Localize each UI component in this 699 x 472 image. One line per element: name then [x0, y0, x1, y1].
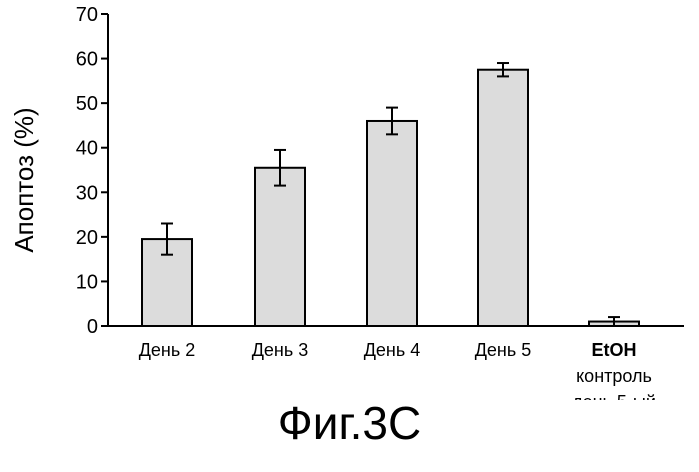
x-tick-sublabel: контроль — [576, 366, 652, 386]
x-tick-label: День 4 — [364, 340, 421, 360]
bar — [255, 168, 305, 326]
bars-group — [142, 63, 639, 326]
y-tick-label: 70 — [76, 4, 98, 26]
bar — [367, 121, 417, 326]
y-tick-label: 60 — [76, 49, 98, 71]
x-axis-labels: День 2День 3День 4День 5EtOHконтрольдень… — [139, 340, 656, 400]
y-tick-label: 30 — [76, 182, 98, 204]
x-tick-label: День 5 — [475, 340, 532, 360]
y-tick-label: 50 — [76, 93, 98, 115]
y-tick-label: 0 — [87, 316, 98, 338]
y-tick-label: 40 — [76, 138, 98, 160]
x-tick-label: День 3 — [252, 340, 309, 360]
y-axis-label: Апоптоз (%) — [9, 107, 39, 252]
x-tick-label: EtOH — [592, 340, 637, 360]
bar — [478, 70, 528, 326]
y-tick-label: 10 — [76, 271, 98, 293]
y-tick-label: 20 — [76, 227, 98, 249]
bar-chart: 0 10 20 30 40 50 60 70 День 2 День 3 День 4 День 5… — [0, 0, 699, 400]
x-tick-label: День 2 — [139, 340, 196, 360]
figure-caption: Фиг.3С — [0, 396, 699, 450]
y-axis-ticks: 0 10 20 30 40 50 60 70 — [76, 4, 108, 338]
